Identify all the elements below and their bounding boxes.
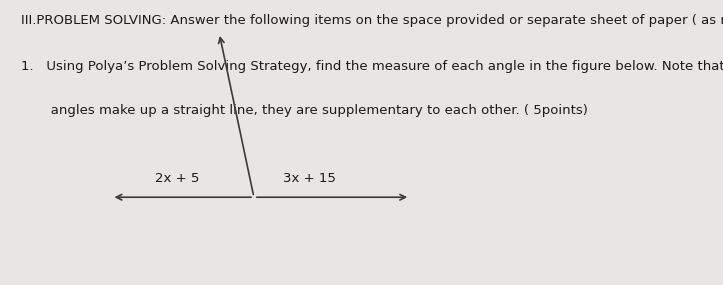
Text: 1.   Using Polya’s Problem Solving Strategy, find the measure of each angle in t: 1. Using Polya’s Problem Solving Strateg…	[22, 60, 723, 74]
Text: 3x + 15: 3x + 15	[283, 172, 336, 185]
Text: III.PROBLEM SOLVING: Answer the following items on the space provided or separat: III.PROBLEM SOLVING: Answer the followin…	[22, 14, 723, 27]
Text: 2x + 5: 2x + 5	[155, 172, 200, 185]
Text: angles make up a straight line, they are supplementary to each other. ( 5points): angles make up a straight line, they are…	[22, 104, 589, 117]
